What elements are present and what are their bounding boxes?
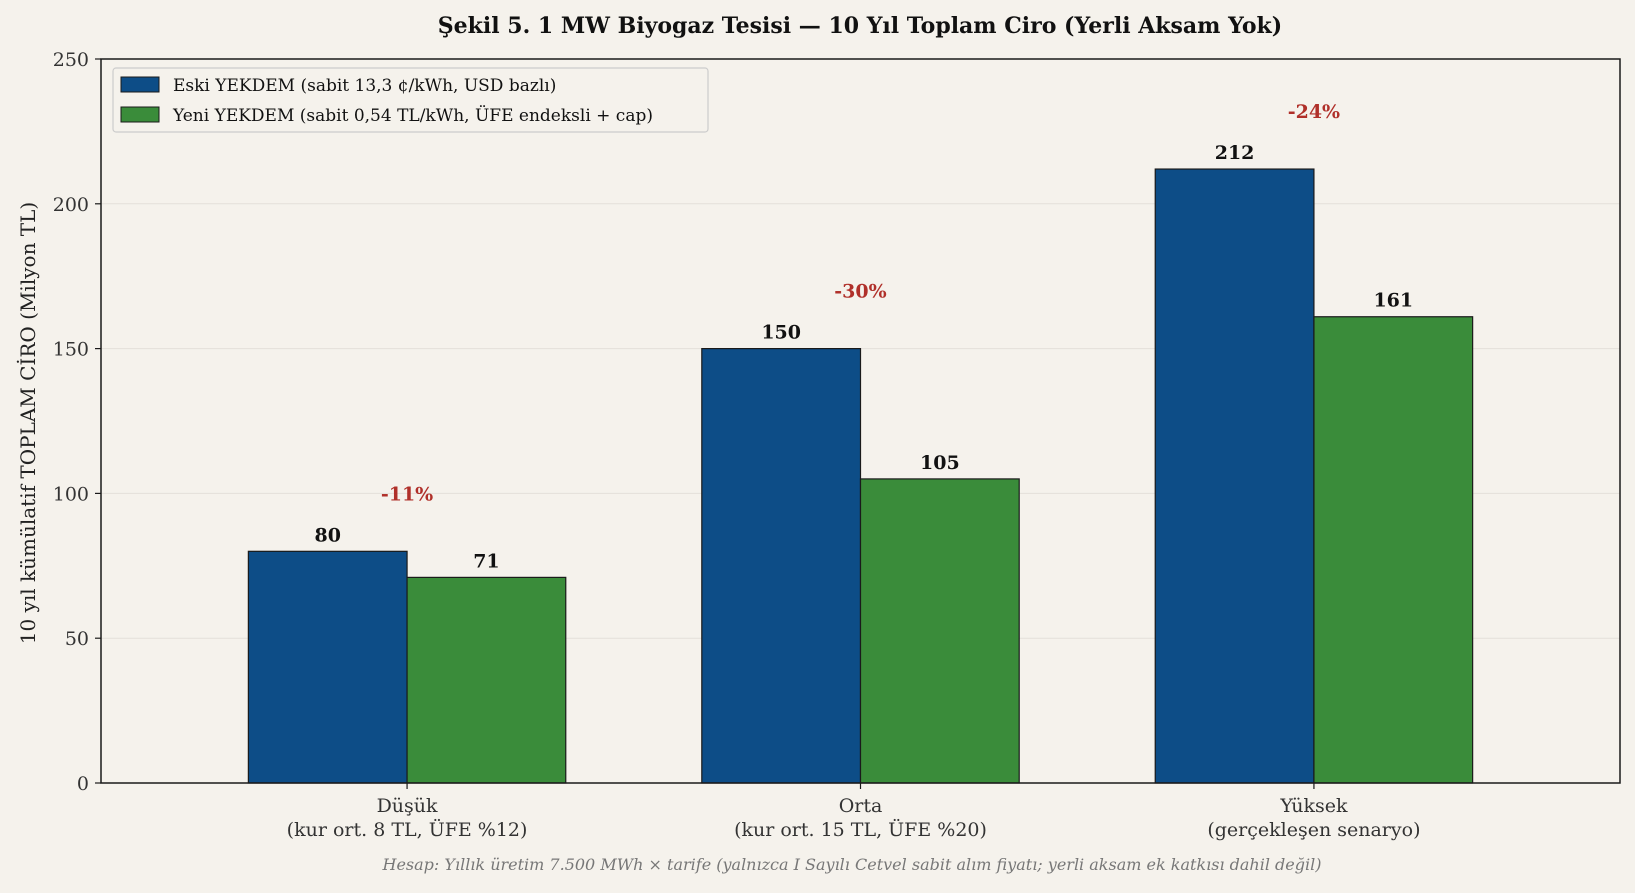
bars-layer — [247, 168, 1474, 784]
y-tick-label: 250 — [53, 49, 89, 71]
bar-value-label: 105 — [920, 452, 960, 474]
footnote: Hesap: Yıllık üretim 7.500 MWh × tarife … — [382, 855, 1322, 874]
change-annotation: -11% — [381, 483, 433, 505]
x-tick-label: (kur ort. 15 TL, ÜFE %20) — [734, 818, 987, 841]
bar-value-label: 71 — [473, 550, 499, 572]
bar-yeni-1 — [859, 478, 1020, 784]
x-tick-label: Orta — [839, 795, 883, 817]
bar-eski-2 — [1154, 168, 1315, 784]
change-annotation: -30% — [834, 281, 886, 303]
legend-swatch — [120, 106, 160, 123]
bar-eski-0 — [247, 550, 408, 784]
x-tick-label: Düşük — [377, 795, 438, 817]
y-tick-label: 50 — [65, 628, 89, 650]
bar-eski-1 — [701, 348, 862, 784]
x-tick-label: Yüksek — [1279, 795, 1348, 817]
y-axis-label: 10 yıl kümülatif TOPLAM CİRO (Milyon TL) — [16, 202, 40, 644]
chart-title: Şekil 5. 1 MW Biyogaz Tesisi — 10 Yıl To… — [438, 13, 1282, 39]
y-tick-label: 150 — [53, 339, 89, 361]
y-tick-label: 200 — [53, 194, 89, 216]
labels-layer: 80 150 212 71 105 161 -11% -30% -24% — [314, 101, 1413, 572]
bar-yeni-0 — [406, 576, 567, 784]
bar-value-label: 80 — [314, 524, 340, 546]
x-tick-label: (kur ort. 8 TL, ÜFE %12) — [287, 818, 528, 841]
bar-value-label: 212 — [1215, 142, 1255, 164]
x-tick-label: (gerçekleşen senaryo) — [1207, 819, 1420, 841]
legend-label: Yeni YEKDEM (sabit 0,54 TL/kWh, ÜFE ende… — [172, 105, 653, 126]
legend: Eski YEKDEM (sabit 13,3 ¢/kWh, USD bazlı… — [112, 67, 709, 133]
legend-label: Eski YEKDEM (sabit 13,3 ¢/kWh, USD bazlı… — [173, 76, 556, 96]
change-annotation: -24% — [1288, 101, 1340, 123]
legend-frame — [112, 67, 709, 133]
bar-yeni-2 — [1313, 316, 1474, 784]
y-tick-label: 0 — [77, 773, 89, 795]
bar-value-label: 161 — [1373, 290, 1413, 312]
y-tick-label: 100 — [53, 483, 89, 505]
axes-layer: 0 50 100 150 200 250 Düşük(kur ort. 8 TL, ÜFE … — [53, 49, 1621, 841]
legend-swatch — [120, 76, 160, 93]
bar-value-label: 150 — [761, 322, 801, 344]
